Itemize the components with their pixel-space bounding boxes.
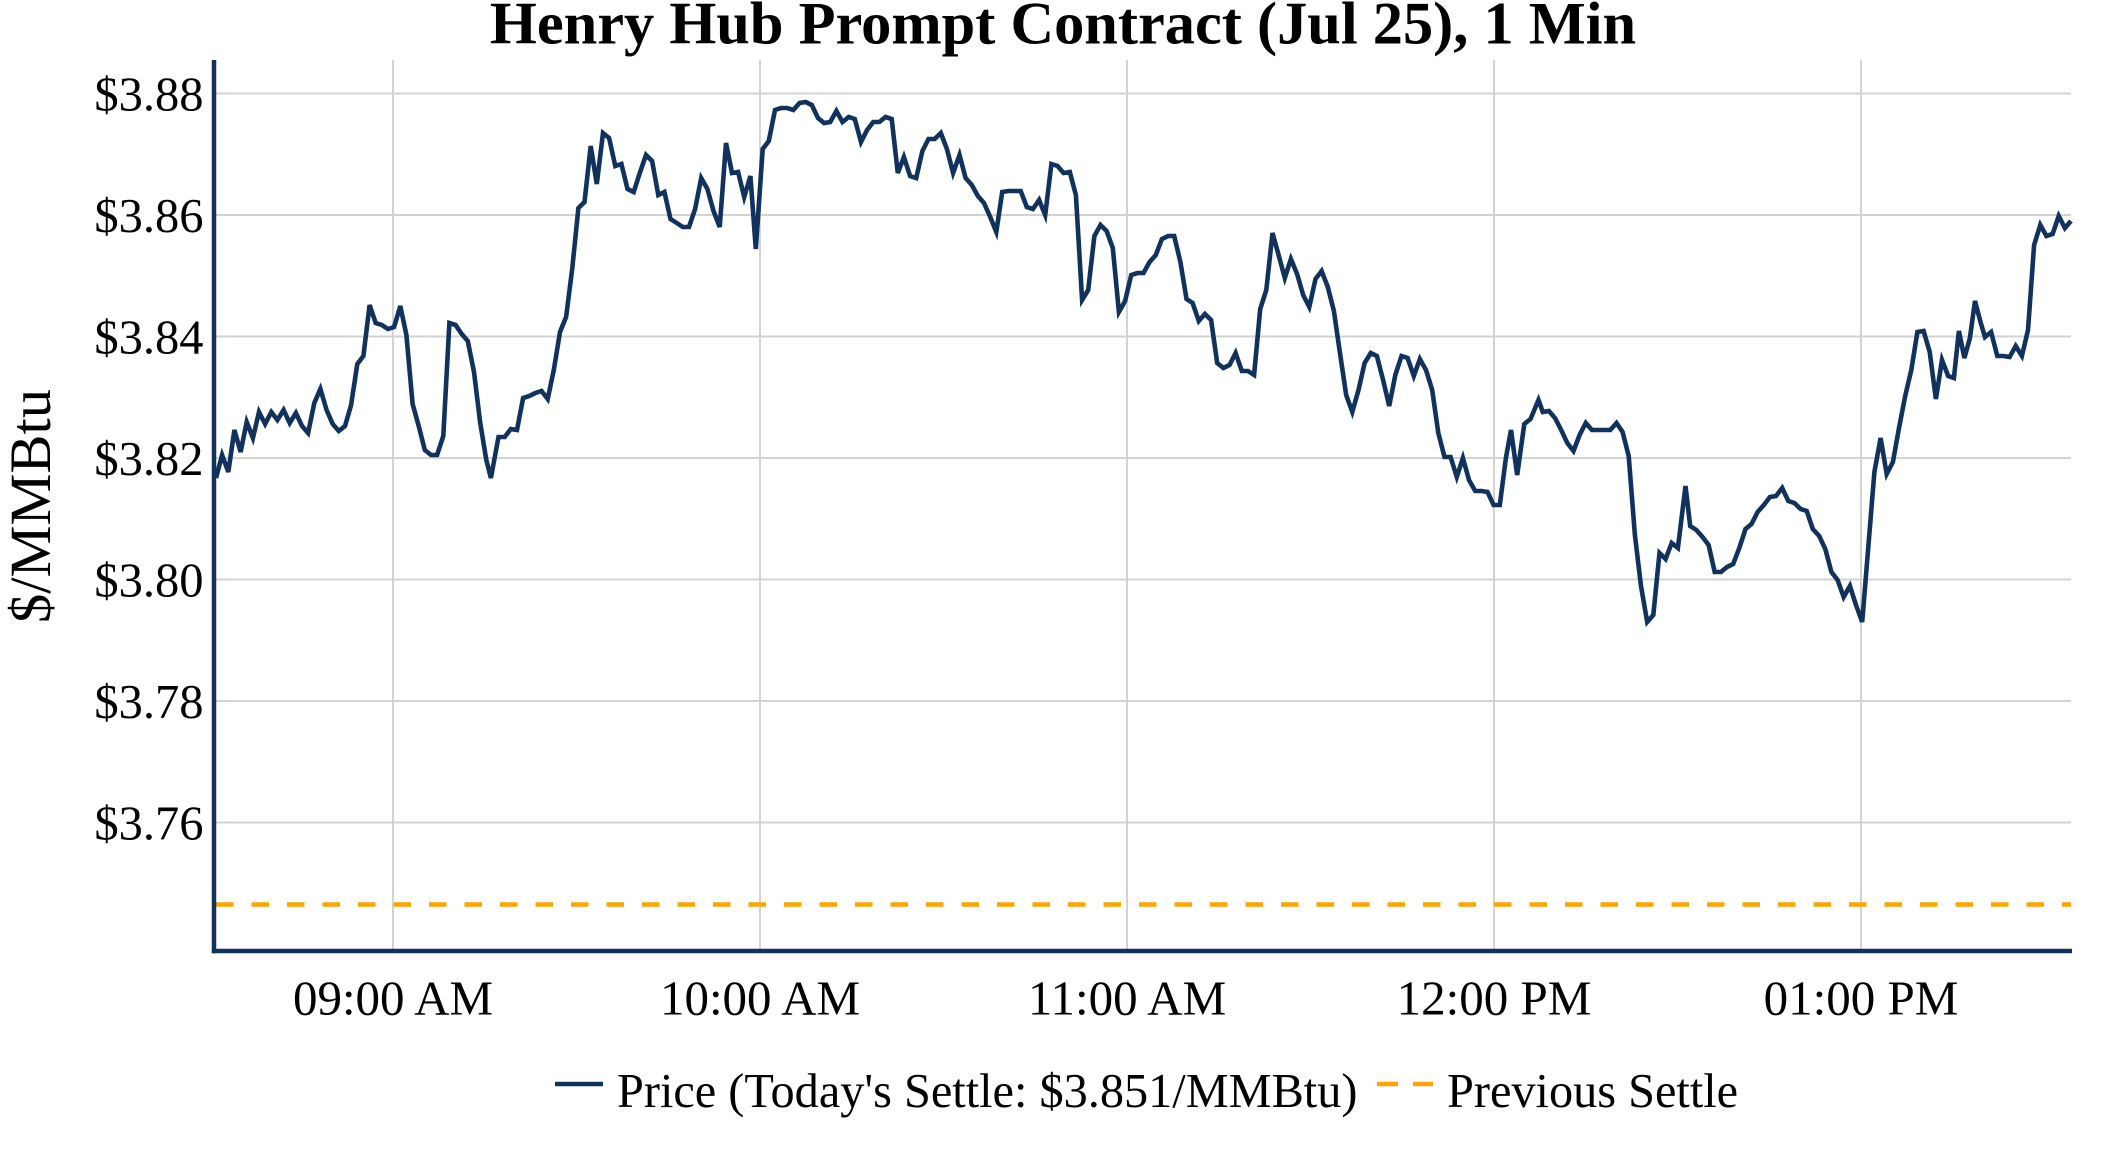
svg-text:$3.82: $3.82 <box>94 433 203 486</box>
svg-text:$3.78: $3.78 <box>94 676 203 729</box>
svg-text:Previous Settle: Previous Settle <box>1447 1065 1738 1118</box>
svg-text:$3.80: $3.80 <box>94 555 203 608</box>
svg-text:Price (Today's Settle: $3.851/: Price (Today's Settle: $3.851/MMBtu) <box>617 1065 1357 1118</box>
svg-text:12:00 PM: 12:00 PM <box>1397 971 1592 1026</box>
svg-text:09:00 AM: 09:00 AM <box>293 971 493 1026</box>
svg-text:$3.76: $3.76 <box>94 798 203 851</box>
svg-text:01:00 PM: 01:00 PM <box>1764 971 1959 1026</box>
svg-text:Henry Hub Prompt Contract (Jul: Henry Hub Prompt Contract (Jul 25), 1 Mi… <box>490 0 1636 58</box>
svg-text:10:00 AM: 10:00 AM <box>660 971 860 1026</box>
svg-text:$/MMBtu: $/MMBtu <box>0 389 63 623</box>
svg-text:$3.84: $3.84 <box>94 312 203 365</box>
svg-text:$3.86: $3.86 <box>94 190 203 243</box>
svg-text:11:00 AM: 11:00 AM <box>1028 971 1226 1026</box>
svg-text:$3.88: $3.88 <box>94 69 203 122</box>
